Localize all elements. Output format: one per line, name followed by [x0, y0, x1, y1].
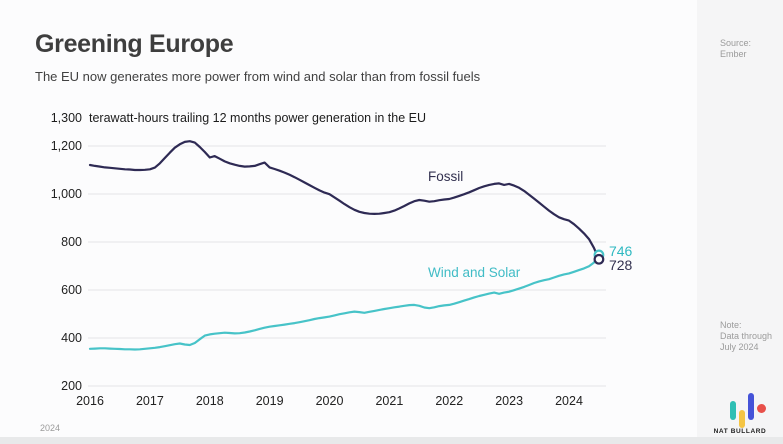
- series-line-fossil: [88, 140, 601, 261]
- source-label: Source:: [720, 38, 752, 48]
- x-tick-label: 2016: [76, 394, 104, 408]
- series-line-wind-and-solar: [88, 253, 601, 351]
- y-tick-label: 400: [61, 330, 82, 345]
- x-tick-label: 2017: [135, 394, 164, 408]
- y-tick-label: 800: [61, 234, 82, 249]
- x-tick-label: 2018: [195, 394, 224, 408]
- y-tick-label: 200: [61, 378, 82, 393]
- y-tick-label: 600: [61, 282, 82, 297]
- end-marker-fossil: [593, 253, 605, 265]
- y-axis-top-tick: 1,300: [50, 111, 82, 125]
- note-text: Data through July 2024: [720, 331, 773, 352]
- wind-end-value: 746: [608, 242, 633, 259]
- x-tick-label: 2019: [255, 394, 284, 408]
- x-tick-label: 2022: [435, 394, 464, 408]
- logo-wordmark: NAT BULLARD: [713, 428, 767, 435]
- note-label: Note:: [720, 320, 742, 330]
- logo-bar-indigo: [748, 393, 754, 420]
- y-tick-label: 1,000: [50, 186, 82, 201]
- fossil-series-label: Fossil: [428, 169, 464, 184]
- wind-series-label: Wind and Solar: [428, 265, 521, 280]
- x-tick-label: 2023: [495, 394, 524, 408]
- page-title: Greening Europe: [35, 30, 234, 58]
- x-tick-label: 2021: [375, 394, 404, 408]
- x-tick-label: 2024: [555, 394, 583, 408]
- footer-strip: [0, 437, 783, 444]
- fossil-end-value: 728: [608, 257, 633, 274]
- page-subtitle: The EU now generates more power from win…: [35, 69, 481, 84]
- logo-bar-yellow: [739, 410, 745, 428]
- axis-title: terawatt-hours trailing 12 months power …: [89, 111, 426, 125]
- corner-year: 2024: [40, 423, 61, 433]
- logo-bar-teal: [730, 401, 736, 420]
- y-tick-label: 1,200: [50, 138, 82, 153]
- source-value: Ember: [720, 49, 747, 59]
- logo-dot-red: [757, 404, 766, 413]
- data-note: Note: Data through July 2024: [720, 320, 778, 353]
- sidebar: Source: Ember Note: Data through July 20…: [697, 0, 783, 437]
- source-note: Source: Ember: [720, 38, 778, 60]
- nat-bullard-logo-icon: [722, 390, 770, 428]
- x-tick-label: 2020: [315, 394, 344, 408]
